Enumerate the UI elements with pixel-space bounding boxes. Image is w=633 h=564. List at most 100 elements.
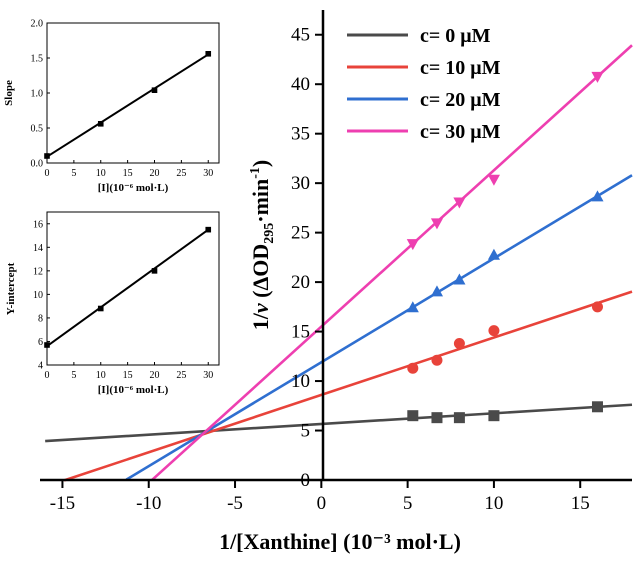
y-label-sub-295: 295 bbox=[262, 223, 277, 244]
legend-label-series-1: c= 10 μM bbox=[420, 57, 501, 79]
fit-line-series-2 bbox=[125, 174, 633, 481]
inset-intercept-chart: 0 5 10 15 20 25 30 4 6 8 10 12 14 16 Y-intercept [I](… bbox=[5, 211, 220, 396]
inset-slope-x-label: [I](10⁻⁶ mol·L) bbox=[98, 182, 169, 194]
y-tick-label: 10 bbox=[291, 371, 310, 392]
inset-x-tick-label: 20 bbox=[150, 370, 160, 381]
fit-line-series-1 bbox=[63, 290, 633, 482]
fit-line-series-3 bbox=[151, 44, 633, 481]
y-tick-label: 25 bbox=[291, 223, 310, 244]
inset-x-tick-label: 10 bbox=[96, 370, 106, 381]
data-point-series-1-2 bbox=[453, 337, 465, 349]
inset-slope-y-label: Slope bbox=[3, 80, 15, 106]
inset-data-point bbox=[44, 153, 50, 159]
x-tick-label: -5 bbox=[227, 493, 243, 514]
y-label-part-v: v bbox=[248, 303, 273, 313]
y-tick-label: 45 bbox=[291, 25, 310, 46]
inset-y-tick-label: 6 bbox=[38, 337, 43, 348]
data-point-series-0-4 bbox=[591, 401, 603, 413]
inset-data-point bbox=[97, 121, 104, 127]
inset-data-point bbox=[44, 342, 50, 348]
data-point-series-3-2 bbox=[453, 197, 466, 209]
inset-intercept-x-label: [I](10⁻⁶ mol·L) bbox=[98, 384, 169, 396]
inset-fit-line bbox=[46, 228, 209, 347]
x-tick-label: -10 bbox=[136, 493, 161, 514]
inset-data-point bbox=[205, 51, 212, 57]
inset-y-tick-label: 10 bbox=[33, 290, 43, 301]
inset-data-point bbox=[97, 305, 104, 312]
fit-line-series-0 bbox=[45, 403, 633, 443]
y-tick-label: 30 bbox=[291, 173, 310, 194]
y-label-part-1: 1/ bbox=[248, 312, 273, 330]
inset-x-tick-label: 0 bbox=[45, 168, 50, 179]
x-tick-label: 10 bbox=[484, 493, 503, 514]
inset-y-tick-label: 8 bbox=[38, 313, 43, 324]
data-point-series-1-0 bbox=[407, 362, 419, 374]
y-label-sup-neg1: -1 bbox=[248, 167, 263, 179]
y-label-part-min: ·min bbox=[248, 179, 273, 223]
inset-x-tick-label: 15 bbox=[123, 168, 133, 179]
inset-y-tick-label: 2.0 bbox=[31, 19, 44, 30]
y-tick-label: 40 bbox=[291, 74, 310, 95]
y-label-part-od: (ΔOD bbox=[248, 244, 273, 304]
inset-data-point bbox=[205, 226, 212, 233]
inset-x-tick-label: 5 bbox=[71, 168, 76, 179]
data-point-series-3-3 bbox=[487, 174, 500, 186]
inset-x-tick-label: 25 bbox=[176, 168, 186, 179]
data-point-series-3-0 bbox=[406, 239, 419, 251]
data-point-series-0-1 bbox=[431, 412, 443, 424]
inset-intercept-y-label: Y-intercept bbox=[5, 262, 17, 315]
inset-x-tick-label: 5 bbox=[71, 370, 76, 381]
main-markers bbox=[406, 71, 604, 424]
inset-x-tick-label: 30 bbox=[203, 370, 213, 381]
inset-y-tick-label: 4 bbox=[38, 361, 43, 372]
inset-x-tick-label: 30 bbox=[203, 168, 213, 179]
legend-label-series-2: c= 20 μM bbox=[420, 89, 501, 111]
inset-slope-frame bbox=[46, 22, 220, 164]
y-tick-label: 15 bbox=[291, 322, 310, 343]
inset-y-tick-label: 0.0 bbox=[31, 159, 44, 170]
data-point-series-1-4 bbox=[591, 301, 603, 313]
inset-slope-chart: 0 5 10 15 20 25 30 0.0 0.5 1.0 1.5 2.0 Slope [I](10… bbox=[3, 19, 220, 194]
y-tick-label: 5 bbox=[301, 421, 311, 442]
x-tick-label: 15 bbox=[571, 493, 590, 514]
inset-y-tick-label: 1.0 bbox=[31, 89, 44, 100]
legend-label-series-0: c= 0 μM bbox=[420, 25, 491, 47]
inset-x-tick-label: 0 bbox=[45, 370, 50, 381]
inset-slope-content: 0 5 10 15 20 25 30 0.0 0.5 1.0 1.5 2.0 bbox=[31, 19, 214, 180]
data-point-series-3-1 bbox=[430, 218, 444, 230]
data-point-series-2-3 bbox=[487, 248, 500, 260]
main-x-ticks: -15 -10 -5 0 5 10 15 bbox=[50, 480, 590, 514]
data-point-series-1-3 bbox=[488, 325, 500, 337]
data-point-series-2-4 bbox=[591, 190, 604, 202]
data-point-series-0-3 bbox=[488, 410, 500, 422]
inset-x-tick-label: 25 bbox=[176, 370, 186, 381]
data-point-series-0-2 bbox=[453, 412, 465, 424]
y-tick-label: 0 bbox=[301, 470, 311, 491]
y-tick-label: 35 bbox=[291, 124, 310, 145]
inset-x-tick-label: 20 bbox=[150, 168, 160, 179]
inset-intercept-frame bbox=[46, 211, 220, 366]
y-label-part-close: ) bbox=[248, 160, 273, 167]
main-x-axis-label: 1/[Xanthine] (10⁻³ mol·L) bbox=[219, 529, 461, 554]
legend-label-series-3: c= 30 μM bbox=[420, 121, 501, 143]
inset-y-tick-label: 1.5 bbox=[31, 54, 44, 65]
inset-data-point bbox=[151, 268, 158, 274]
inset-y-tick-label: 14 bbox=[33, 243, 43, 254]
x-tick-label: -15 bbox=[50, 493, 75, 514]
data-point-series-2-0 bbox=[406, 301, 419, 313]
data-point-series-1-1 bbox=[431, 354, 443, 366]
main-y-axis-label: 1/v (ΔOD295·min-1) bbox=[248, 160, 277, 331]
inset-x-tick-label: 10 bbox=[96, 168, 106, 179]
inset-fit-line bbox=[46, 53, 209, 158]
inset-intercept-content: 0 5 10 15 20 25 30 4 6 8 10 12 14 16 bbox=[33, 219, 213, 381]
legend: c= 0 μM c= 10 μM c= 20 μM c= 30 μM bbox=[347, 25, 501, 143]
data-point-series-2-1 bbox=[430, 285, 444, 297]
data-point-series-3-4 bbox=[591, 71, 604, 83]
inset-y-tick-label: 12 bbox=[33, 266, 43, 277]
inset-data-point bbox=[151, 87, 158, 93]
x-tick-label: 5 bbox=[403, 493, 413, 514]
data-point-series-2-2 bbox=[453, 273, 466, 285]
data-point-series-0-0 bbox=[407, 410, 419, 422]
y-tick-label: 20 bbox=[291, 272, 310, 293]
